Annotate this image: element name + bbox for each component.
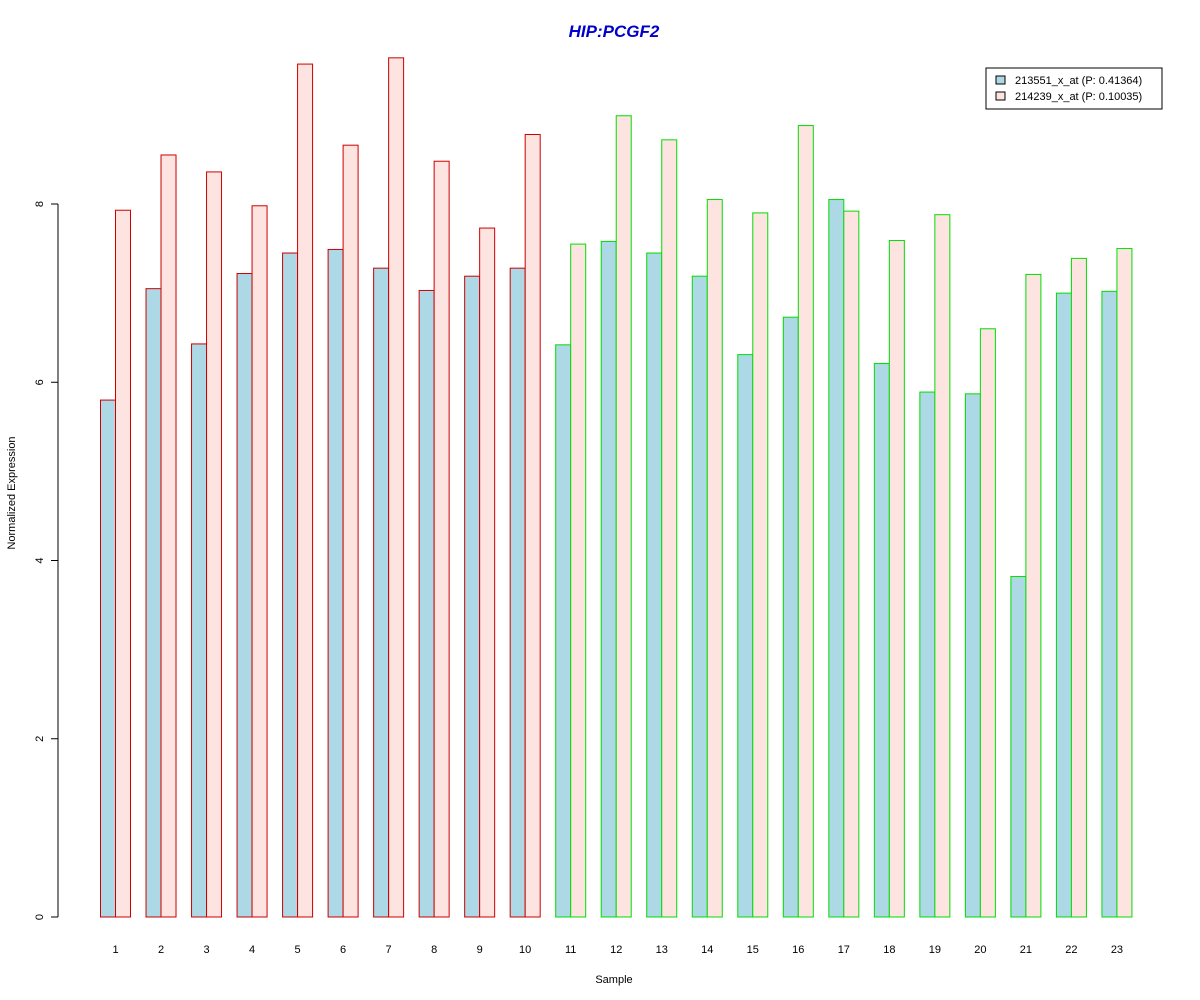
y-axis-label: Normalized Expression <box>6 436 18 549</box>
x-tick-label: 10 <box>519 944 531 956</box>
bar-series-1-sample-4 <box>236 273 253 918</box>
bar-series-1-sample-16 <box>782 316 799 918</box>
y-axis: 0 2 4 6 8 <box>34 201 59 920</box>
bar-series-2-sample-14 <box>706 199 723 918</box>
bar-series-1-sample-2 <box>145 288 162 918</box>
bar-series-2-sample-5 <box>297 63 314 918</box>
bar-series-2-sample-8 <box>433 160 450 918</box>
bar-series-2-sample-3 <box>206 171 223 918</box>
x-tick-label: 7 <box>386 944 392 956</box>
bar-series-2-sample-22 <box>1070 257 1087 918</box>
bar-series-2-sample-9 <box>479 227 496 918</box>
y-tick-label: 6 <box>34 379 46 385</box>
legend-swatch-series-1 <box>995 75 1006 85</box>
bar-series-2-sample-10 <box>524 133 541 918</box>
bar-series-1-sample-14 <box>691 275 708 918</box>
x-tick-label: 19 <box>929 944 941 956</box>
x-tick-label: 13 <box>656 944 668 956</box>
y-tick-label: 2 <box>34 736 46 742</box>
x-tick-label: 9 <box>477 944 483 956</box>
bar-series-1-sample-6 <box>327 248 344 918</box>
x-axis-label: Sample <box>595 974 632 986</box>
legend-label-series-2: 214239_x_at (P: 0.10035) <box>1015 91 1142 103</box>
bar-series-2-sample-7 <box>388 57 405 918</box>
x-tick-label: 6 <box>340 944 346 956</box>
bar-series-2-sample-6 <box>342 144 359 918</box>
legend-swatch-series-2 <box>995 91 1006 101</box>
x-tick-label: 8 <box>431 944 437 956</box>
bar-series-1-sample-8 <box>418 289 435 918</box>
bar-series-1-sample-23 <box>1101 290 1118 918</box>
bar-series-1-sample-10 <box>509 267 526 918</box>
bar-series-2-sample-21 <box>1025 273 1042 918</box>
bar-series-2-sample-18 <box>888 240 905 918</box>
bar-series-1-sample-19 <box>919 391 936 918</box>
bar-series-1-sample-3 <box>191 343 208 918</box>
bar-series-1-sample-18 <box>873 363 890 918</box>
x-tick-label: 1 <box>112 944 118 956</box>
x-tick-label: 2 <box>158 944 164 956</box>
bar-series-2-sample-2 <box>160 154 177 918</box>
bar-series-2-sample-20 <box>979 328 996 918</box>
x-tick-label: 14 <box>701 944 713 956</box>
x-tick-label: 21 <box>1020 944 1032 956</box>
bar-series-2-sample-19 <box>934 214 951 918</box>
y-tick-label: 8 <box>34 201 46 207</box>
bar-series-2-sample-15 <box>752 212 769 918</box>
x-tick-label: 16 <box>792 944 804 956</box>
bar-series-1-sample-5 <box>282 252 299 918</box>
x-tick-labels: 1 2 3 4 5 6 7 8 9 10 11 12 13 14 15 16 17 18 19 20 21 22 23 <box>112 944 1123 956</box>
bar-series-2-sample-13 <box>661 139 678 918</box>
bar-series-1-sample-13 <box>646 252 663 918</box>
x-tick-label: 3 <box>203 944 209 956</box>
bar-series-1-sample-11 <box>555 344 572 918</box>
bar-series-2-sample-17 <box>843 210 860 918</box>
x-tick-label: 12 <box>610 944 622 956</box>
legend: 213551_x_at (P: 0.41364) 214239_x_at (P:… <box>985 67 1163 110</box>
bar-series-1-sample-21 <box>1010 576 1027 918</box>
bar-series-2-sample-4 <box>251 205 268 918</box>
bar-series-1-sample-7 <box>373 267 390 918</box>
x-tick-label: 4 <box>249 944 255 956</box>
legend-box <box>985 67 1163 110</box>
x-tick-label: 22 <box>1065 944 1077 956</box>
bar-series-1-sample-17 <box>828 199 845 918</box>
x-tick-label: 15 <box>747 944 759 956</box>
bar-series-2-sample-11 <box>570 243 587 918</box>
bar-series-1-sample-9 <box>464 275 481 918</box>
bar-series-2-sample-23 <box>1116 248 1133 918</box>
bar-series-1-sample-12 <box>600 240 617 918</box>
chart-title: HIP:PCGF2 <box>569 22 660 41</box>
bar-series-2-sample-12 <box>615 115 632 918</box>
bar-series-1-sample-1 <box>100 399 116 918</box>
bar-series-2-sample-1 <box>115 209 131 918</box>
bar-series-2-sample-16 <box>797 125 814 918</box>
bar-series-1-sample-20 <box>964 393 981 918</box>
bar-series-1-sample-22 <box>1055 292 1072 918</box>
x-tick-label: 17 <box>838 944 850 956</box>
x-tick-label: 18 <box>883 944 895 956</box>
x-tick-label: 5 <box>295 944 301 956</box>
y-tick-label: 0 <box>34 914 46 920</box>
bar-series-1-sample-15 <box>737 354 754 918</box>
x-tick-label: 11 <box>565 944 576 956</box>
legend-label-series-1: 213551_x_at (P: 0.41364) <box>1015 75 1142 87</box>
bars <box>100 57 1133 918</box>
x-tick-label: 23 <box>1111 944 1123 956</box>
x-tick-label: 20 <box>974 944 986 956</box>
y-tick-label: 4 <box>34 557 46 563</box>
